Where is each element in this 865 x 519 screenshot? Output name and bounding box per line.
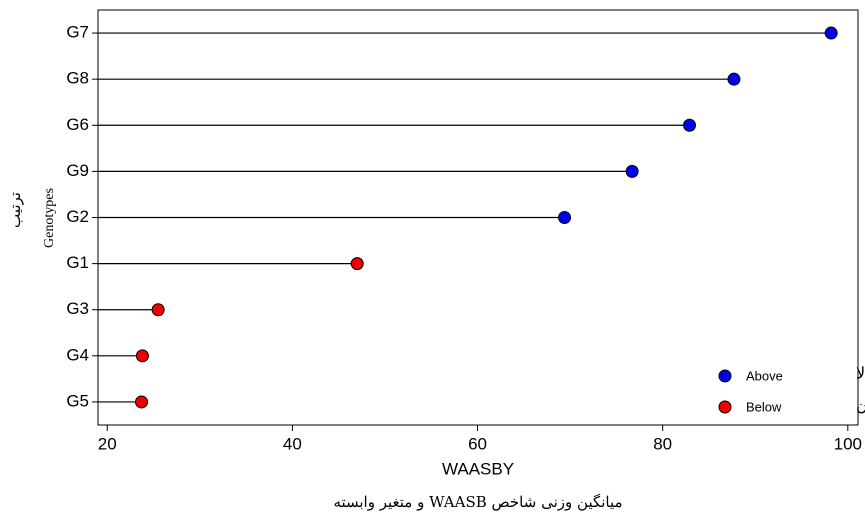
x-tick-label: 100 <box>834 434 862 453</box>
legend-label: Above <box>746 368 783 383</box>
dot <box>625 164 639 178</box>
y-tick-label: G3 <box>66 299 89 318</box>
dot <box>151 303 165 317</box>
y-tick-label: G1 <box>66 253 89 272</box>
y-tick-label: G4 <box>66 345 89 364</box>
y-tick-label: G8 <box>66 69 89 88</box>
dot <box>727 72 741 86</box>
dot <box>135 395 149 409</box>
legend-marker <box>718 400 732 414</box>
x-axis-label: WAASBY <box>442 459 514 478</box>
y-tick-label: G6 <box>66 115 89 134</box>
legend-marker <box>718 369 732 383</box>
y-tick-label: G5 <box>66 391 89 410</box>
y-tick-label: G9 <box>66 161 89 180</box>
x-tick-label: 20 <box>98 434 117 453</box>
dot <box>558 211 572 224</box>
x-axis-label-fa: میانگین وزنی شاخص WAASB و متغیر وابسته <box>333 493 622 511</box>
y-tick-label: G2 <box>66 207 89 226</box>
dot <box>683 118 697 132</box>
dot <box>350 257 364 271</box>
y-tick-label: G7 <box>66 23 89 42</box>
dot <box>135 349 149 363</box>
x-tick-label: 60 <box>468 434 487 453</box>
y-axis-label: Genotypes <box>42 188 57 248</box>
legend-label-fa: پایین <box>856 395 865 414</box>
x-tick-label: 40 <box>283 434 302 453</box>
dot <box>824 26 838 40</box>
y-axis-label-fa: ترتیب <box>6 192 24 228</box>
legend-label-fa: بالا <box>856 364 865 383</box>
x-tick-label: 80 <box>653 434 672 453</box>
legend-label: Below <box>746 399 782 414</box>
